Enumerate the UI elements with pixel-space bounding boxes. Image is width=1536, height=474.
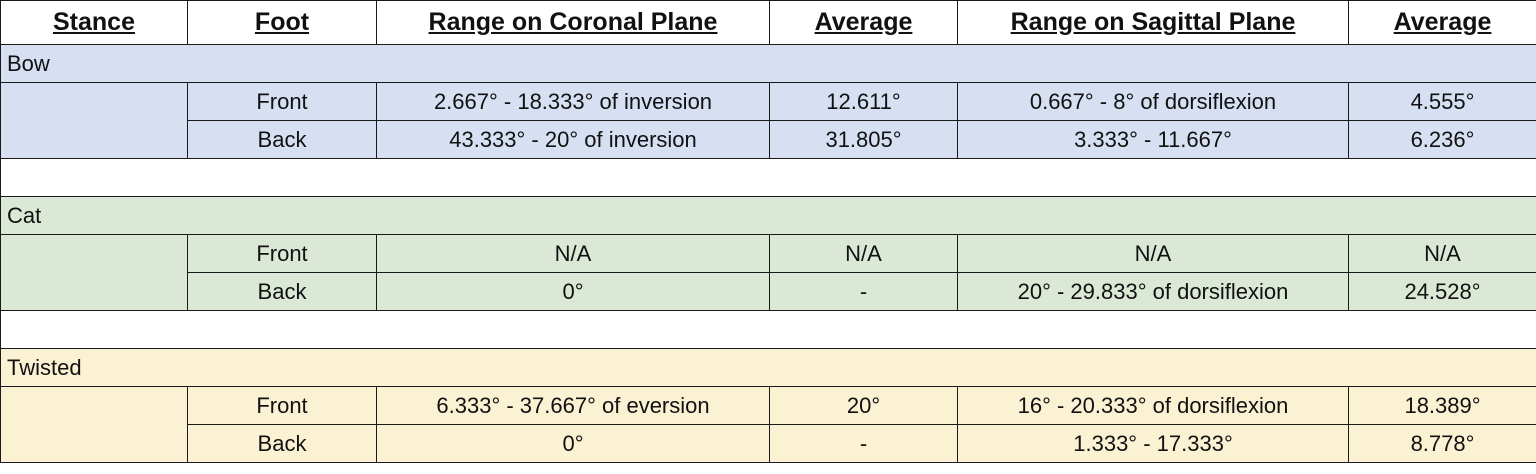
sagittal-range-cell: 0.667° - 8° of dorsiflexion — [957, 82, 1349, 121]
group-row-cat: Cat — [0, 196, 1536, 235]
table-row: Front 2.667° - 18.333° of inversion 12.6… — [0, 82, 1536, 159]
coronal-range-cell: 6.333° - 37.667° of eversion — [376, 386, 770, 425]
spacer-row — [0, 310, 1536, 349]
group-label-twisted: Twisted — [0, 348, 1536, 387]
sagittal-range-cell: N/A — [957, 234, 1349, 273]
foot-cell: Front — [187, 82, 377, 121]
header-coronal-range: Range on Coronal Plane — [376, 0, 770, 45]
coronal-average-cell: - — [769, 424, 958, 463]
sagittal-range-cell: 20° - 29.833° of dorsiflexion — [957, 272, 1349, 311]
foot-cell: Front — [187, 386, 377, 425]
table-row: Front N/A N/A N/A N/A — [0, 234, 1536, 311]
stance-table: Stance Foot Range on Coronal Plane Avera… — [0, 0, 1536, 463]
stance-blank-cell — [0, 82, 188, 159]
group-row-bow: Bow — [0, 44, 1536, 83]
coronal-range-cell: 43.333° - 20° of inversion — [376, 120, 770, 159]
foot-cell: Front — [187, 234, 377, 273]
header-coronal-average: Average — [769, 0, 958, 45]
coronal-range-cell: N/A — [376, 234, 770, 273]
header-sagittal-average: Average — [1348, 0, 1536, 45]
coronal-range-cell: 2.667° - 18.333° of inversion — [376, 82, 770, 121]
table-row: Back 0° - 20° - 29.833° of dorsiflexion … — [1, 272, 1536, 311]
sagittal-average-cell: 24.528° — [1348, 272, 1536, 311]
stance-blank-cell — [0, 234, 188, 311]
foot-cell: Back — [187, 120, 377, 159]
coronal-average-cell: - — [769, 272, 958, 311]
sagittal-average-cell: 18.389° — [1348, 386, 1536, 425]
coronal-range-cell: 0° — [376, 272, 770, 311]
sagittal-range-cell: 1.333° - 17.333° — [957, 424, 1349, 463]
coronal-average-cell: 12.611° — [769, 82, 958, 121]
coronal-range-cell: 0° — [376, 424, 770, 463]
foot-cell: Back — [187, 424, 377, 463]
header-sagittal-range: Range on Sagittal Plane — [957, 0, 1349, 45]
group-row-twisted: Twisted — [0, 348, 1536, 387]
sagittal-average-cell: N/A — [1348, 234, 1536, 273]
header-foot: Foot — [187, 0, 377, 45]
header-stance: Stance — [0, 0, 188, 45]
table-row: Back 0° - 1.333° - 17.333° 8.778° — [1, 424, 1536, 463]
sagittal-average-cell: 8.778° — [1348, 424, 1536, 463]
sagittal-average-cell: 4.555° — [1348, 82, 1536, 121]
coronal-average-cell: N/A — [769, 234, 958, 273]
foot-cell: Back — [187, 272, 377, 311]
stance-blank-cell — [0, 386, 188, 463]
group-label-bow: Bow — [0, 44, 1536, 83]
spacer-row — [0, 158, 1536, 197]
header-row: Stance Foot Range on Coronal Plane Avera… — [0, 0, 1536, 45]
coronal-average-cell: 20° — [769, 386, 958, 425]
coronal-average-cell: 31.805° — [769, 120, 958, 159]
sagittal-range-cell: 3.333° - 11.667° — [957, 120, 1349, 159]
table-row: Front 6.333° - 37.667° of eversion 20° 1… — [0, 386, 1536, 463]
group-label-cat: Cat — [0, 196, 1536, 235]
table-row: Back 43.333° - 20° of inversion 31.805° … — [1, 120, 1536, 159]
sagittal-range-cell: 16° - 20.333° of dorsiflexion — [957, 386, 1349, 425]
spacer-cell — [0, 310, 1536, 349]
sagittal-average-cell: 6.236° — [1348, 120, 1536, 159]
spacer-cell — [0, 158, 1536, 197]
